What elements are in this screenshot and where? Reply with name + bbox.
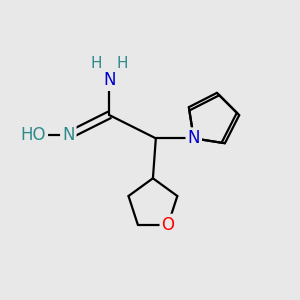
Text: HO: HO <box>21 126 46 144</box>
Text: H: H <box>90 56 102 71</box>
Text: O: O <box>161 216 175 234</box>
Text: N: N <box>62 126 75 144</box>
Text: H: H <box>116 56 128 71</box>
Text: N: N <box>103 71 116 89</box>
Text: N: N <box>188 129 200 147</box>
